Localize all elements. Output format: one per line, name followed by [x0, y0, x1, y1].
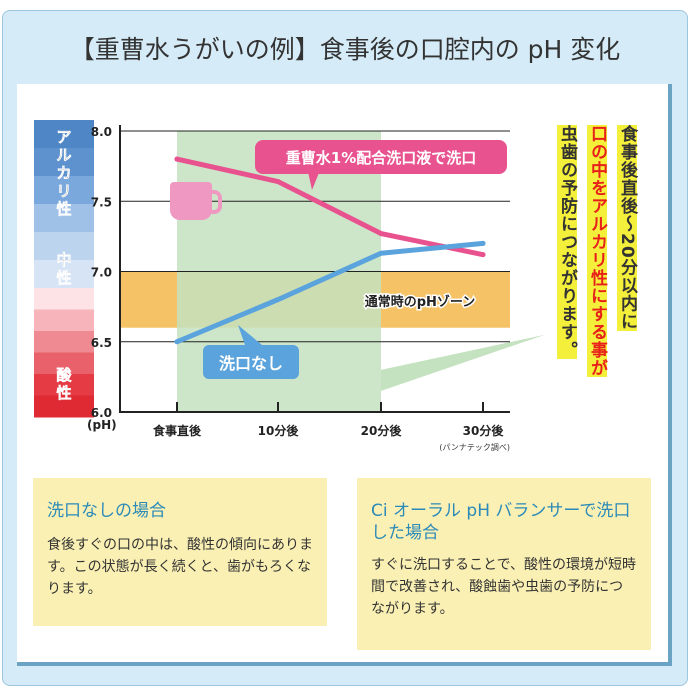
info-box-no-rinse: 洗口なしの場合 食後すぐの口の中は、酸性の傾向にあります。この状態が長く続くと、…: [33, 478, 327, 626]
acidic-label: 性: [56, 384, 71, 402]
data-point: [174, 156, 180, 162]
y-tick-label: 8.0: [91, 125, 112, 139]
acidic-scale-segment: [34, 374, 94, 396]
source-note: (パンナテック調べ): [439, 442, 510, 452]
box-heading: Ci オーラル pH バランサーで洗口した場合: [371, 501, 631, 543]
alkaline-scale-segment: [34, 204, 94, 232]
info-box-rinse: Ci オーラル pH バランサーで洗口した場合 すぐに洗口することで、酸性の環境…: [357, 478, 651, 650]
data-point: [174, 339, 180, 345]
alkaline-scale-segment: [34, 176, 94, 204]
alkaline-scale-segment: [34, 120, 94, 148]
normal-zone-label: 通常時のpHゾーン: [365, 294, 476, 310]
callout-line-1: 食事後直後～20分以内に: [617, 125, 637, 331]
alkaline-label: 性: [56, 200, 71, 218]
pink-series-label-bg: [255, 140, 507, 174]
x-tick-label: 30分後: [463, 423, 505, 438]
data-point: [378, 231, 384, 237]
blue-series-label-bg: [203, 345, 299, 379]
pink-series-label: 重曹水1%配合洗口液で洗口: [286, 149, 476, 167]
acidic-scale-segment: [34, 395, 94, 418]
neutral-label: 性: [56, 269, 71, 287]
series-line: [174, 156, 486, 258]
callout-line-3: 虫歯の予防につながります。: [557, 125, 577, 359]
callout-line-2: 口の中をアルカリ性にする事が: [587, 125, 607, 377]
series-line: [174, 240, 486, 345]
alkaline-label: ル: [56, 146, 71, 164]
acidic-scale-segment: [34, 309, 94, 332]
alkaline-label: カ: [56, 164, 71, 182]
y-tick-label: 7.0: [91, 266, 112, 280]
data-point: [378, 250, 384, 256]
data-point: [480, 252, 486, 258]
alkaline-scale-segment: [34, 232, 94, 260]
alkaline-scale-segment: [34, 260, 94, 288]
acidic-scale-segment: [34, 288, 94, 310]
data-point: [275, 179, 281, 185]
page-title: 【重曹水うがいの例】食事後の口腔内の pH 変化: [69, 35, 621, 64]
alkaline-label: リ: [56, 182, 71, 200]
acidic-scale-segment: [34, 331, 94, 353]
neutral-label: 中: [56, 251, 71, 269]
box-heading: 洗口なしの場合: [47, 501, 166, 521]
x-tick-label: 食事直後: [152, 423, 202, 438]
y-tick-label: 6.5: [91, 336, 112, 350]
data-point: [275, 297, 281, 303]
blue-callout-tail: [238, 325, 262, 345]
alkaline-scale-segment: [34, 148, 94, 176]
x-tick-label: 10分後: [258, 423, 300, 438]
highlight-pointer: [381, 334, 545, 391]
box-body: 食後すぐの口の中は、酸性の傾向にあります。この状態が長く続くと、歯がもろくなりま…: [47, 537, 313, 597]
data-point: [480, 240, 486, 246]
blue-series-label: 洗口なし: [219, 354, 283, 373]
y-tick-label: 6.0: [91, 406, 112, 420]
box-body: すぐに洗口することで、酸性の環境が短時間で改善され、酸蝕歯や虫歯の予防につながり…: [371, 557, 637, 617]
y-tick-label: 7.5: [91, 195, 112, 209]
mug-illustration: [170, 182, 222, 220]
y-axis-label: (pH): [87, 418, 117, 432]
x-tick-label: 20分後: [361, 423, 403, 438]
alkaline-label: ア: [56, 128, 71, 146]
acidic-scale-segment: [34, 352, 94, 375]
acidic-label: 酸: [56, 366, 72, 384]
